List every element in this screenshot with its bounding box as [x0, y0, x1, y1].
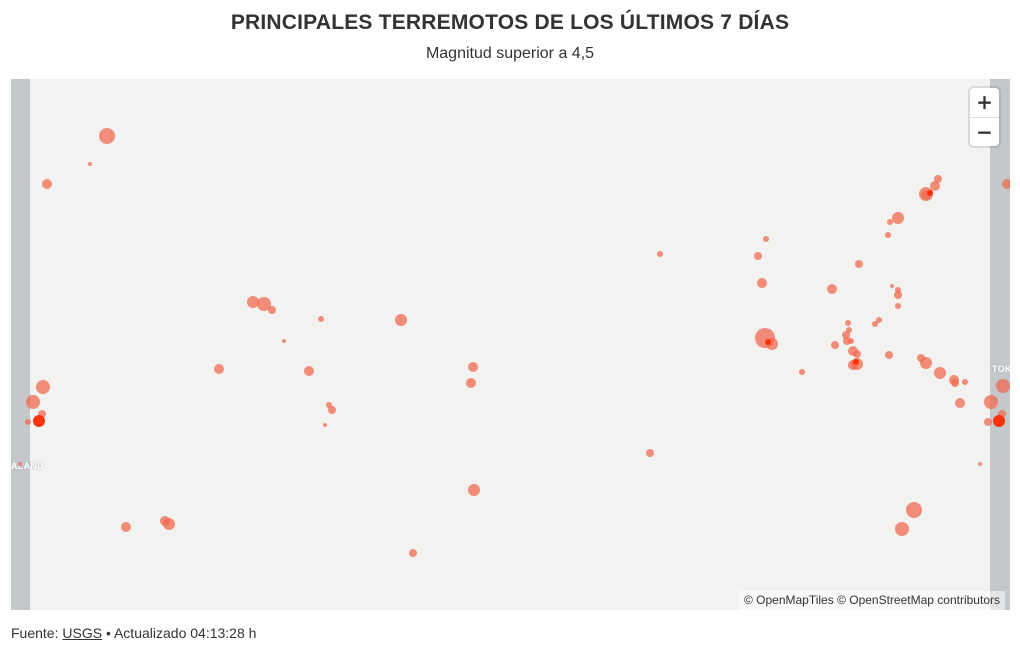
earthquake-marker[interactable] [42, 179, 52, 189]
earthquake-marker[interactable] [304, 366, 314, 376]
earthquake-marker[interactable] [99, 128, 115, 144]
land-area-right [990, 79, 1010, 610]
earthquake-marker[interactable] [466, 378, 476, 388]
map-place-label: ALAND [11, 461, 44, 471]
earthquake-marker[interactable] [409, 549, 417, 557]
updated-time: • Actualizado 04:13:28 h [105, 625, 257, 641]
earthquake-marker[interactable] [121, 522, 131, 532]
earthquake-marker[interactable] [323, 423, 327, 427]
earthquake-marker[interactable] [890, 284, 894, 288]
earthquake-marker[interactable] [646, 449, 654, 457]
zoom-in-button[interactable]: + [970, 88, 999, 117]
earthquake-marker[interactable] [754, 252, 762, 260]
map-place-label: TOK [992, 364, 1010, 374]
earthquake-marker[interactable] [892, 212, 904, 224]
land-area-left [11, 79, 30, 610]
earthquake-marker[interactable] [853, 350, 861, 358]
earthquake-marker[interactable] [993, 415, 1005, 427]
earthquake-marker[interactable] [998, 410, 1006, 418]
earthquake-marker[interactable] [885, 351, 893, 359]
earthquake-marker[interactable] [855, 260, 863, 268]
earthquake-marker[interactable] [962, 379, 968, 385]
zoom-out-button[interactable]: − [970, 117, 999, 146]
earthquake-marker[interactable] [843, 337, 851, 345]
earthquake-marker[interactable] [468, 362, 478, 372]
earthquake-marker[interactable] [848, 338, 854, 344]
earthquake-marker[interactable] [887, 219, 893, 225]
earthquake-marker[interactable] [282, 339, 286, 343]
earthquake-marker[interactable] [895, 287, 901, 293]
earthquake-marker[interactable] [984, 395, 998, 409]
earthquake-marker[interactable] [827, 284, 837, 294]
earthquake-marker[interactable] [88, 162, 92, 166]
earthquake-marker[interactable] [247, 296, 259, 308]
earthquake-marker[interactable] [894, 291, 902, 299]
earthquake-marker[interactable] [657, 251, 663, 257]
page-subtitle: Magnitud superior a 4,5 [425, 45, 595, 62]
earthquake-marker[interactable] [934, 175, 942, 183]
earthquake-map[interactable]: ALAND TOK + − © OpenMapTiles © OpenStree… [11, 79, 1010, 610]
earthquake-marker[interactable] [25, 419, 31, 425]
earthquake-marker[interactable] [214, 364, 224, 374]
earthquake-marker[interactable] [799, 369, 805, 375]
earthquake-marker[interactable] [930, 181, 940, 191]
earthquake-marker[interactable] [846, 327, 852, 333]
earthquake-marker[interactable] [757, 278, 767, 288]
earthquake-marker[interactable] [978, 462, 982, 466]
map-attribution: © OpenMapTiles © OpenStreetMap contribut… [738, 591, 1005, 610]
earthquake-marker[interactable] [853, 359, 859, 365]
earthquake-marker[interactable] [951, 379, 959, 387]
earthquake-marker[interactable] [872, 321, 878, 327]
earthquake-marker[interactable] [996, 379, 1010, 393]
earthquake-marker[interactable] [895, 522, 909, 536]
earthquake-marker[interactable] [268, 306, 276, 314]
earthquake-marker[interactable] [468, 484, 480, 496]
earthquake-marker[interactable] [763, 236, 769, 242]
earthquake-marker[interactable] [934, 367, 946, 379]
earthquake-marker[interactable] [895, 303, 901, 309]
earthquake-marker[interactable] [831, 341, 839, 349]
page-title: PRINCIPALES TERREMOTOS DE LOS ÚLTIMOS 7 … [230, 11, 790, 34]
zoom-control: + − [970, 88, 999, 146]
earthquake-marker[interactable] [38, 410, 46, 418]
earthquake-marker[interactable] [257, 297, 271, 311]
usgs-link[interactable]: USGS [62, 625, 103, 641]
earthquake-marker[interactable] [318, 316, 324, 322]
footer: Fuente: USGS • Actualizado 04:13:28 h [11, 625, 256, 641]
earthquake-marker[interactable] [885, 232, 891, 238]
earthquake-marker[interactable] [920, 357, 932, 369]
earthquake-marker[interactable] [927, 190, 933, 196]
earthquake-marker[interactable] [876, 317, 882, 323]
earthquake-marker[interactable] [163, 518, 175, 530]
earthquake-marker[interactable] [26, 395, 40, 409]
earthquake-marker[interactable] [1002, 179, 1010, 189]
earthquake-marker[interactable] [921, 190, 931, 200]
earthquake-marker[interactable] [906, 502, 922, 518]
source-label: Fuente: [11, 625, 59, 641]
earthquake-marker[interactable] [18, 462, 22, 466]
earthquake-marker[interactable] [765, 339, 771, 345]
earthquake-marker[interactable] [845, 320, 851, 326]
earthquake-marker[interactable] [395, 314, 407, 326]
earthquake-marker[interactable] [328, 406, 336, 414]
earthquake-marker[interactable] [36, 380, 50, 394]
earthquake-marker[interactable] [33, 415, 45, 427]
earthquake-marker[interactable] [984, 418, 992, 426]
earthquake-marker[interactable] [326, 402, 332, 408]
earthquake-marker[interactable] [842, 331, 850, 339]
earthquake-marker[interactable] [955, 398, 965, 408]
